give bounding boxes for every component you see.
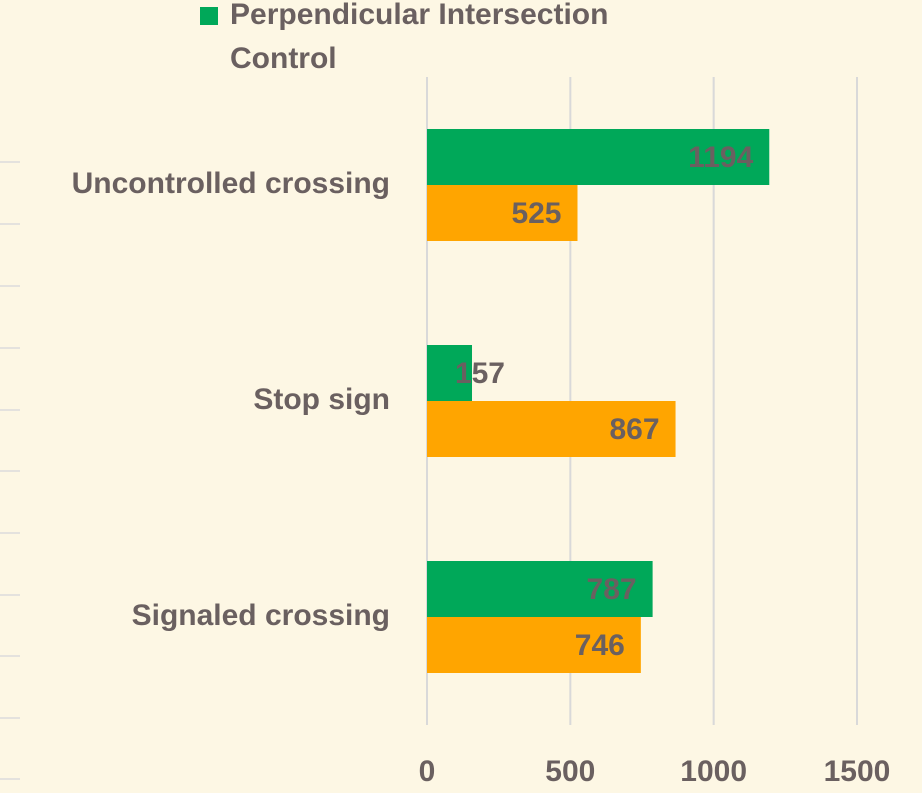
y-tick-label: Signaled crossing [132, 599, 390, 632]
bar [427, 617, 641, 673]
value-label: 525 [511, 197, 561, 230]
x-tick-label: 1000 [680, 755, 747, 788]
value-label: 1194 [688, 141, 753, 174]
x-tick-label: 1500 [824, 755, 891, 788]
y-tick-label: Stop sign [253, 383, 390, 416]
x-tick-label: 500 [545, 755, 595, 788]
value-label: 787 [587, 573, 637, 606]
value-label: 157 [455, 357, 505, 390]
bar [427, 401, 676, 457]
x-tick-label: 0 [419, 755, 436, 788]
bar [427, 129, 770, 185]
y-tick-label: Uncontrolled crossing [72, 167, 390, 200]
bar [427, 345, 473, 401]
bar [427, 185, 578, 241]
value-label: 867 [609, 413, 659, 446]
legend-label: Perpendicular Intersection Control [230, 0, 608, 75]
decorative-ticks [0, 161, 20, 780]
bar [427, 561, 653, 617]
value-label: 746 [575, 629, 625, 662]
legend-swatch [200, 7, 218, 25]
